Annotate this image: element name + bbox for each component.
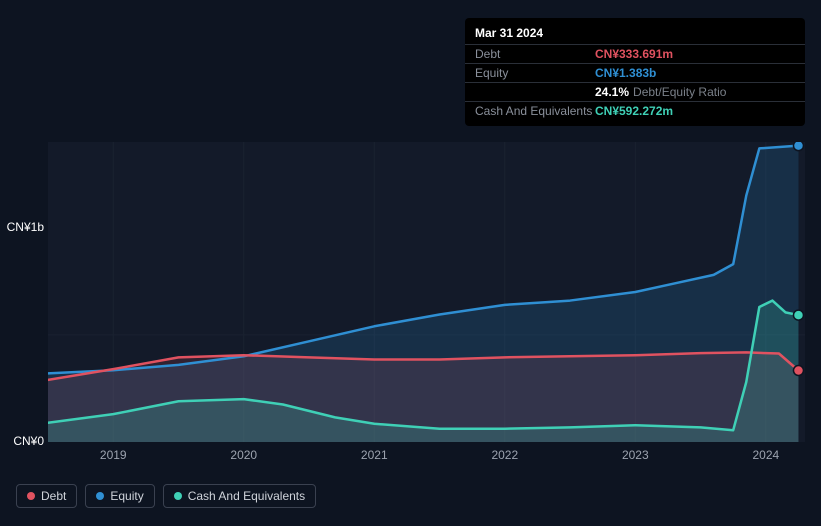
tooltip-row: Cash And EquivalentsCN¥592.272m xyxy=(465,101,805,120)
tooltip-row: 24.1%Debt/Equity Ratio xyxy=(465,82,805,101)
y-axis-label: CN¥0 xyxy=(0,434,44,448)
legend-dot-icon xyxy=(96,492,104,500)
tooltip-value: 24.1%Debt/Equity Ratio xyxy=(595,85,795,99)
legend-dot-icon xyxy=(174,492,182,500)
tooltip-label: Equity xyxy=(475,66,595,80)
tooltip-row: DebtCN¥333.691m xyxy=(465,44,805,63)
legend-label: Debt xyxy=(41,489,66,503)
tooltip-row: EquityCN¥1.383b xyxy=(465,63,805,82)
y-axis-label: CN¥1b xyxy=(0,220,44,234)
x-axis-label: 2024 xyxy=(752,448,779,462)
series-end-marker xyxy=(793,365,803,375)
tooltip-value: CN¥592.272m xyxy=(595,104,795,118)
tooltip-value: CN¥1.383b xyxy=(595,66,795,80)
legend-item[interactable]: Debt xyxy=(16,484,77,508)
x-axis-label: 2020 xyxy=(230,448,257,462)
tooltip-label: Cash And Equivalents xyxy=(475,104,595,118)
series-end-marker xyxy=(793,310,803,320)
tooltip-label: Debt xyxy=(475,47,595,61)
tooltip-date: Mar 31 2024 xyxy=(465,24,805,44)
debt-equity-chart xyxy=(48,142,805,442)
x-axis-label: 2021 xyxy=(361,448,388,462)
legend-label: Cash And Equivalents xyxy=(188,489,305,503)
x-axis-label: 2022 xyxy=(491,448,518,462)
legend-item[interactable]: Equity xyxy=(85,484,154,508)
legend-dot-icon xyxy=(27,492,35,500)
tooltip-label xyxy=(475,85,595,99)
chart-legend: Debt Equity Cash And Equivalents xyxy=(16,484,316,508)
series-end-marker xyxy=(793,142,803,151)
x-axis-label: 2023 xyxy=(622,448,649,462)
x-axis-label: 2019 xyxy=(100,448,127,462)
tooltip-value: CN¥333.691m xyxy=(595,47,795,61)
legend-item[interactable]: Cash And Equivalents xyxy=(163,484,316,508)
data-tooltip: Mar 31 2024 DebtCN¥333.691mEquityCN¥1.38… xyxy=(465,18,805,126)
legend-label: Equity xyxy=(110,489,143,503)
